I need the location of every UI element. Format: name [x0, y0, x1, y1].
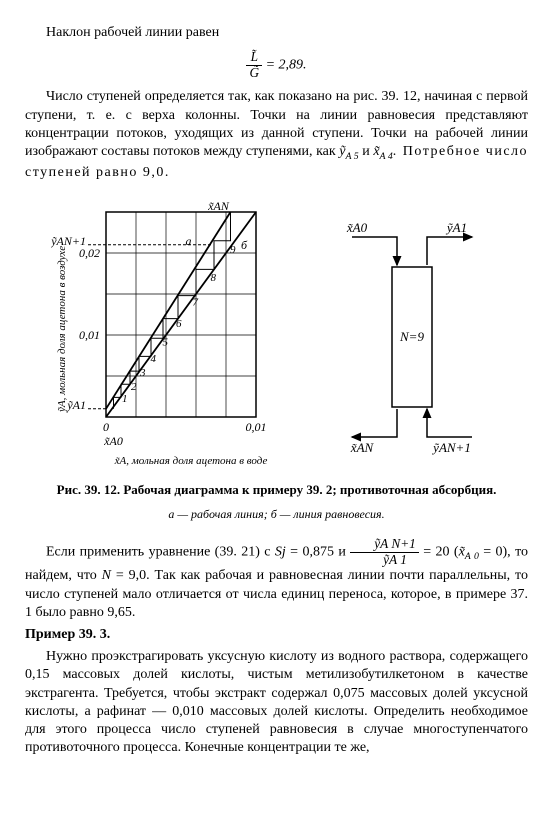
svg-text:0,02: 0,02: [79, 246, 100, 260]
svg-text:x̃AN: x̃AN: [350, 440, 375, 455]
formula-1: L̃ G̃ = 2,89.: [25, 50, 528, 80]
formula-num: L̃: [246, 50, 262, 66]
svg-text:0,01: 0,01: [245, 420, 266, 434]
svg-text:ỹA1: ỹA1: [445, 220, 467, 235]
svg-text:а: а: [185, 234, 191, 248]
svg-text:x̃AN: x̃AN: [207, 202, 230, 213]
svg-text:x̃A0: x̃A0: [103, 434, 123, 448]
paragraph-4: Нужно проэкстрагировать уксусную кислоту…: [25, 648, 528, 757]
svg-text:ỹA1: ỹA1: [66, 398, 86, 412]
column-diagram: N=9 x̃A0 ỹA1 x̃AN ỹAN+1: [322, 217, 502, 457]
paragraph-2: Число ступеней определяется так, как пок…: [25, 88, 528, 181]
svg-text:0: 0: [103, 420, 109, 434]
figure-caption: Рис. 39. 12. Рабочая диаграмма к примеру…: [45, 482, 508, 499]
figure-39-12: 0 0,01 0,01 0,02 12345678 9 x̃AN ỹAN+1 ỹA1 x̃A0 а б…: [25, 202, 528, 472]
svg-text:0,01: 0,01: [79, 328, 100, 342]
svg-text:N=9: N=9: [399, 329, 424, 344]
svg-text:x̃A0: x̃A0: [346, 220, 368, 235]
paragraph-1: Наклон рабочей линии равен: [25, 24, 528, 42]
example-title: Пример 39. 3.: [25, 626, 528, 644]
figure-subcaption: а — рабочая линия; б — линия равновесия.: [25, 507, 528, 523]
formula-den: G̃: [246, 66, 262, 81]
svg-text:9: 9: [230, 244, 236, 256]
svg-text:3: 3: [139, 367, 146, 379]
svg-text:ỹAN+1: ỹAN+1: [431, 440, 471, 455]
paragraph-3: Если применить уравнение (39. 21) с Sj =…: [25, 537, 528, 622]
svg-text:2: 2: [131, 381, 137, 393]
svg-text:8: 8: [210, 272, 216, 284]
chart: 0 0,01 0,01 0,02 12345678 9 x̃AN ỹAN+1 ỹA1 x̃A0 а б…: [51, 202, 271, 472]
svg-text:4: 4: [150, 353, 156, 365]
svg-text:x̃A, мольная доля ацетона в во: x̃A, мольная доля ацетона в воде: [113, 455, 267, 467]
svg-text:6: 6: [176, 318, 182, 330]
svg-text:1: 1: [122, 393, 128, 405]
svg-text:5: 5: [162, 336, 168, 348]
svg-text:ỹA, мольная доля ацетона в воз: ỹA, мольная доля ацетона в воздухе: [56, 245, 68, 412]
svg-text:7: 7: [192, 296, 198, 308]
svg-text:ỹAN+1: ỹAN+1: [51, 234, 86, 248]
svg-text:б: б: [241, 238, 248, 252]
formula-eq: = 2,89.: [262, 58, 306, 73]
